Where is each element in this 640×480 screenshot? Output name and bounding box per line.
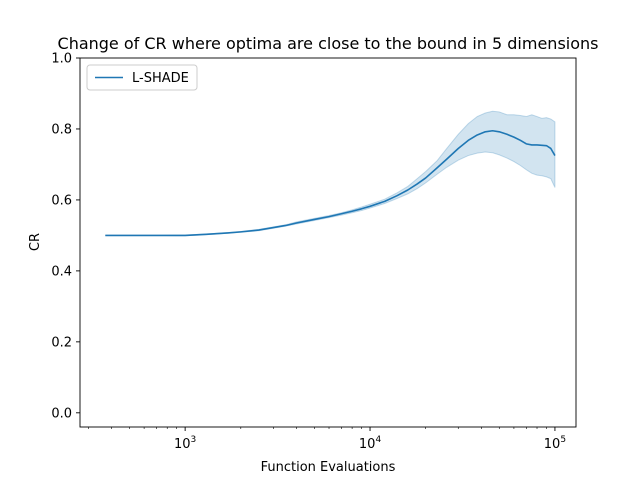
x-tick-label: 105: [544, 435, 566, 452]
y-tick-label: 0.2: [51, 335, 72, 350]
legend-label-0: L-SHADE: [132, 71, 189, 86]
series-line-0: [105, 129, 556, 237]
y-tick-label: 0.8: [51, 122, 72, 137]
plot-area: 0.0 0.2 0.4 0.6 0.8 1.0 103 104 105: [51, 52, 577, 452]
legend: L-SHADE: [86, 64, 198, 91]
plot-frame: [79, 57, 577, 428]
y-tick-label: 0.6: [51, 193, 72, 208]
x-tick-label: 103: [174, 435, 196, 452]
y-tick-label: 0.0: [51, 406, 72, 421]
y-tick-label: 0.4: [51, 264, 72, 279]
y-axis-label: CR: [28, 233, 43, 251]
x-axis-label: Function Evaluations: [261, 460, 396, 475]
legend-box: [86, 64, 198, 91]
chart-title: Change of CR where optima are close to t…: [58, 34, 599, 53]
x-tick-label: 104: [359, 435, 382, 452]
y-tick-label: 1.0: [51, 52, 72, 67]
